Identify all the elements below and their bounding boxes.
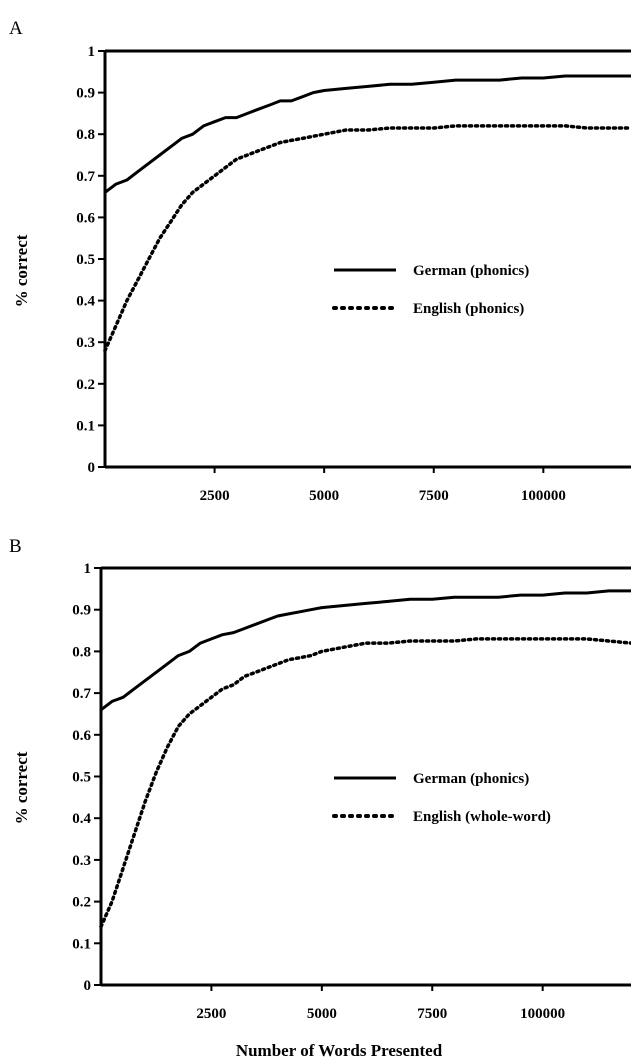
y-tick-label: 0.8 bbox=[76, 127, 95, 143]
x-tick-label: 7500 bbox=[417, 1006, 447, 1022]
panel-a: A % correct 0 0.1 0.2 0.3 0.4 0.5 0.6 0.7 0.8 0.9… bbox=[9, 18, 631, 504]
y-tick-label: 0.9 bbox=[76, 86, 95, 102]
y-tick-label: 0 bbox=[84, 978, 92, 994]
y-tick-label: 0.4 bbox=[76, 294, 95, 310]
y-tick-label: 0.6 bbox=[72, 728, 91, 744]
legend-label: German (phonics) bbox=[413, 263, 529, 279]
y-tick-label: 1 bbox=[88, 44, 96, 60]
x-axis-label: Number of Words Presented bbox=[236, 1041, 443, 1060]
y-tick-label: 1 bbox=[84, 561, 92, 577]
y-tick-label: 0.5 bbox=[76, 252, 95, 268]
y-tick-label: 0.5 bbox=[72, 770, 91, 786]
y-tick-label: 0.3 bbox=[76, 335, 95, 351]
series-line-english bbox=[103, 124, 631, 353]
y-tick-label: 0.9 bbox=[72, 603, 91, 619]
x-tick-label: 7500 bbox=[419, 488, 449, 504]
plot-area-b: 0 0.1 0.2 0.3 0.4 0.5 0.6 0.7 0.8 0.9 1 2500 5000 750… bbox=[72, 561, 631, 1022]
y-tick-label: 0.8 bbox=[72, 644, 91, 660]
panel-label-a: A bbox=[9, 18, 23, 39]
y-tick-label: 0.3 bbox=[72, 853, 91, 869]
y-tick-label: 0 bbox=[88, 460, 96, 476]
y-tick-label: 0.2 bbox=[76, 377, 95, 393]
series-line-german bbox=[104, 74, 631, 194]
series-line-german bbox=[100, 589, 631, 711]
y-tick-label: 0.1 bbox=[76, 418, 95, 434]
x-tick-label: 5000 bbox=[309, 488, 339, 504]
plot-area-a: 0 0.1 0.2 0.3 0.4 0.5 0.6 0.7 0.8 0.9 1 2500 5000 750… bbox=[76, 44, 631, 504]
y-tick-label: 0.2 bbox=[72, 895, 91, 911]
x-tick-label: 2500 bbox=[196, 1006, 226, 1022]
series-line-english bbox=[99, 637, 631, 929]
legend-label: English (whole-word) bbox=[413, 809, 551, 825]
y-tick-label: 0.4 bbox=[72, 811, 91, 827]
panel-label-b: B bbox=[9, 536, 22, 557]
panel-b: B % correct 0 0.1 0.2 0.3 0.4 0.5 0.6 0.7 0.8 0.9… bbox=[9, 536, 631, 1060]
x-tick-label: 100000 bbox=[520, 1006, 565, 1022]
y-tick-label: 0.7 bbox=[72, 686, 91, 702]
legend-label: German (phonics) bbox=[413, 771, 529, 787]
y-axis-label-b: % correct bbox=[12, 751, 31, 824]
y-tick-label: 0.1 bbox=[72, 936, 91, 952]
y-axis-label-a: % correct bbox=[12, 234, 31, 307]
y-tick-label: 0.7 bbox=[76, 169, 95, 185]
x-tick-label: 5000 bbox=[307, 1006, 337, 1022]
x-tick-label: 100000 bbox=[521, 488, 566, 504]
x-tick-label: 2500 bbox=[200, 488, 230, 504]
legend-label: English (phonics) bbox=[413, 301, 524, 317]
y-tick-label: 0.6 bbox=[76, 210, 95, 226]
